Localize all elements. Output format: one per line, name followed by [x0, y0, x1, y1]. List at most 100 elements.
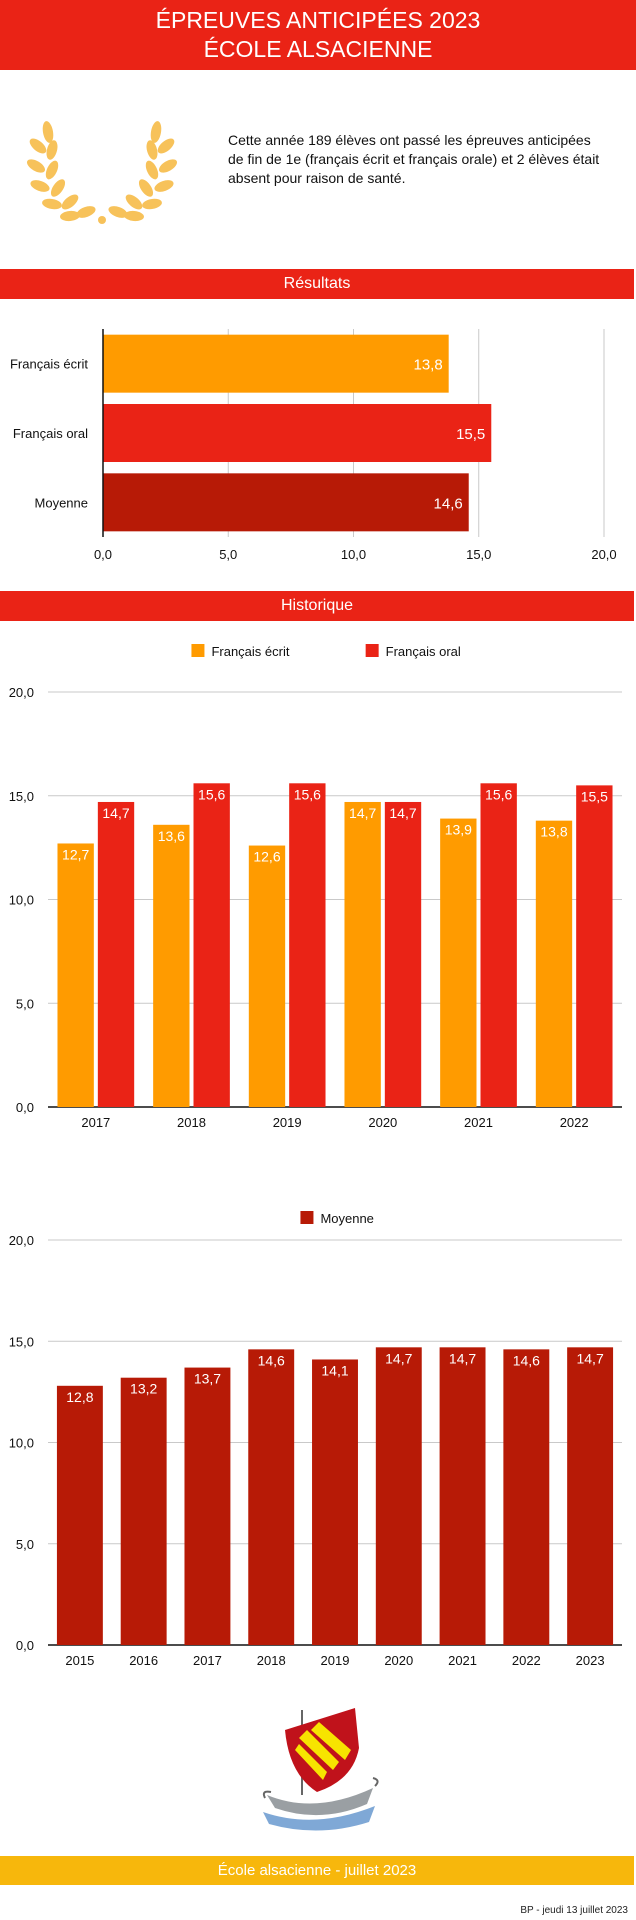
- bar: [103, 473, 469, 532]
- bar: [480, 783, 517, 1107]
- bar: [440, 818, 477, 1107]
- results-chart: 0,0 5,0 10,0 15,0 20,0 13,8 Français écrit 15,5…: [10, 329, 617, 562]
- data-label: 14,6: [513, 1352, 540, 1368]
- y-tick-label: 5,0: [16, 996, 34, 1011]
- y-tick-label: 0,0: [16, 1638, 34, 1653]
- laurel-wreath-icon: [26, 121, 178, 224]
- data-label: 13,7: [194, 1371, 221, 1387]
- x-tick-label: 2017: [193, 1653, 222, 1668]
- x-tick-label: 2016: [129, 1653, 158, 1668]
- x-tick-label: 2022: [512, 1653, 541, 1668]
- data-label: 14,6: [434, 495, 463, 512]
- y-tick-label: 20,0: [9, 1233, 34, 1248]
- x-tick-label: 2019: [273, 1115, 302, 1130]
- bar: [576, 785, 613, 1107]
- y-tick-label: 5,0: [16, 1537, 34, 1552]
- x-tick-label: 20,0: [591, 547, 616, 562]
- data-label: 14,7: [349, 805, 376, 821]
- data-label: 14,7: [449, 1350, 476, 1366]
- bar: [248, 845, 286, 1107]
- x-tick-label: 0,0: [94, 547, 112, 562]
- y-tick-label: 10,0: [9, 893, 34, 908]
- bar: [184, 1367, 231, 1645]
- x-tick-label: 2020: [384, 1653, 413, 1668]
- school-crest-ship-icon: [262, 1708, 379, 1831]
- bar: [97, 801, 135, 1107]
- bar: [439, 1347, 486, 1645]
- section-title-history: Historique: [0, 591, 634, 621]
- bar: [375, 1347, 422, 1645]
- bar: [289, 783, 326, 1107]
- x-tick-label: 2018: [257, 1653, 286, 1668]
- data-label: 15,6: [294, 786, 321, 802]
- bar: [57, 843, 94, 1107]
- data-label: 13,8: [540, 824, 567, 840]
- bar: [535, 820, 573, 1107]
- footer-banner: École alsacienne - juillet 2023: [0, 1856, 634, 1885]
- x-tick-label: 2018: [177, 1115, 206, 1130]
- legend-label: Français oral: [386, 644, 461, 659]
- data-label: 14,1: [321, 1362, 348, 1378]
- y-tick-label: 15,0: [9, 789, 34, 804]
- x-tick-label: 10,0: [341, 547, 366, 562]
- intro-text: Cette année 189 élèves ont passé les épr…: [228, 132, 600, 186]
- y-tick-label: 0,0: [16, 1100, 34, 1115]
- x-tick-label: 2023: [576, 1653, 605, 1668]
- y-tick-label: 15,0: [9, 1334, 34, 1349]
- bar: [193, 783, 230, 1107]
- data-label: 12,7: [62, 846, 89, 862]
- bar: [56, 1385, 103, 1645]
- data-label: 14,7: [576, 1350, 603, 1366]
- legend-swatch: [365, 644, 379, 657]
- data-label: 15,6: [485, 786, 512, 802]
- y-tick-label: Français écrit: [10, 357, 88, 372]
- data-label: 15,6: [198, 786, 225, 802]
- bar: [344, 801, 381, 1107]
- data-label: 14,7: [389, 805, 416, 821]
- history-chart: 0,0 5,0 10,0 15,0 20,0 12,7 14,7 2017 13,6 15,6 20…: [9, 644, 622, 1130]
- x-tick-label: 5,0: [219, 547, 237, 562]
- section-title-results: Résultats: [0, 269, 634, 299]
- x-tick-label: 2019: [321, 1653, 350, 1668]
- x-tick-label: 2021: [448, 1653, 477, 1668]
- page-title: ÉPREUVES ANTICIPÉES 2023: [155, 7, 481, 33]
- bar: [312, 1359, 358, 1645]
- bar: [503, 1349, 550, 1645]
- data-label: 14,7: [102, 805, 129, 821]
- x-tick-label: 2022: [560, 1115, 589, 1130]
- x-tick-label: 2020: [368, 1115, 397, 1130]
- y-tick-label: 20,0: [9, 685, 34, 700]
- x-tick-label: 2021: [464, 1115, 493, 1130]
- y-tick-label: Moyenne: [35, 495, 88, 510]
- bar: [103, 334, 449, 393]
- y-tick-label: Français oral: [13, 426, 88, 441]
- bar: [153, 824, 190, 1107]
- page-subtitle: ÉCOLE ALSACIENNE: [203, 36, 433, 62]
- data-label: 13,8: [413, 357, 442, 374]
- legend-label: Français écrit: [211, 644, 289, 659]
- data-label: 13,2: [130, 1381, 157, 1397]
- data-label: 14,7: [385, 1350, 412, 1366]
- legend-label: Moyenne: [320, 1211, 373, 1226]
- data-label: 14,6: [258, 1352, 285, 1368]
- data-label: 13,6: [158, 828, 185, 844]
- legend-swatch: [300, 1211, 314, 1224]
- data-label: 15,5: [581, 788, 608, 804]
- credit-text: BP - jeudi 13 juillet 2023: [520, 1905, 628, 1916]
- x-tick-label: 15,0: [466, 547, 491, 562]
- bar: [567, 1347, 614, 1645]
- y-tick-label: 10,0: [9, 1436, 34, 1451]
- bar: [384, 801, 422, 1107]
- data-label: 12,8: [66, 1389, 93, 1405]
- data-label: 13,9: [445, 822, 472, 838]
- bar: [248, 1349, 295, 1645]
- bar: [103, 404, 492, 462]
- bar: [120, 1377, 167, 1645]
- data-label: 15,5: [456, 426, 485, 443]
- average-chart: 0,0 5,0 10,0 15,0 20,0 12,8 2015 13,2 2016 13,7 20…: [9, 1211, 622, 1668]
- x-tick-label: 2017: [81, 1115, 110, 1130]
- title-banner: ÉPREUVES ANTICIPÉES 2023 ÉCOLE ALSACIENN…: [0, 0, 636, 70]
- x-tick-label: 2015: [65, 1653, 94, 1668]
- legend-swatch: [191, 644, 205, 657]
- data-label: 12,6: [253, 849, 280, 865]
